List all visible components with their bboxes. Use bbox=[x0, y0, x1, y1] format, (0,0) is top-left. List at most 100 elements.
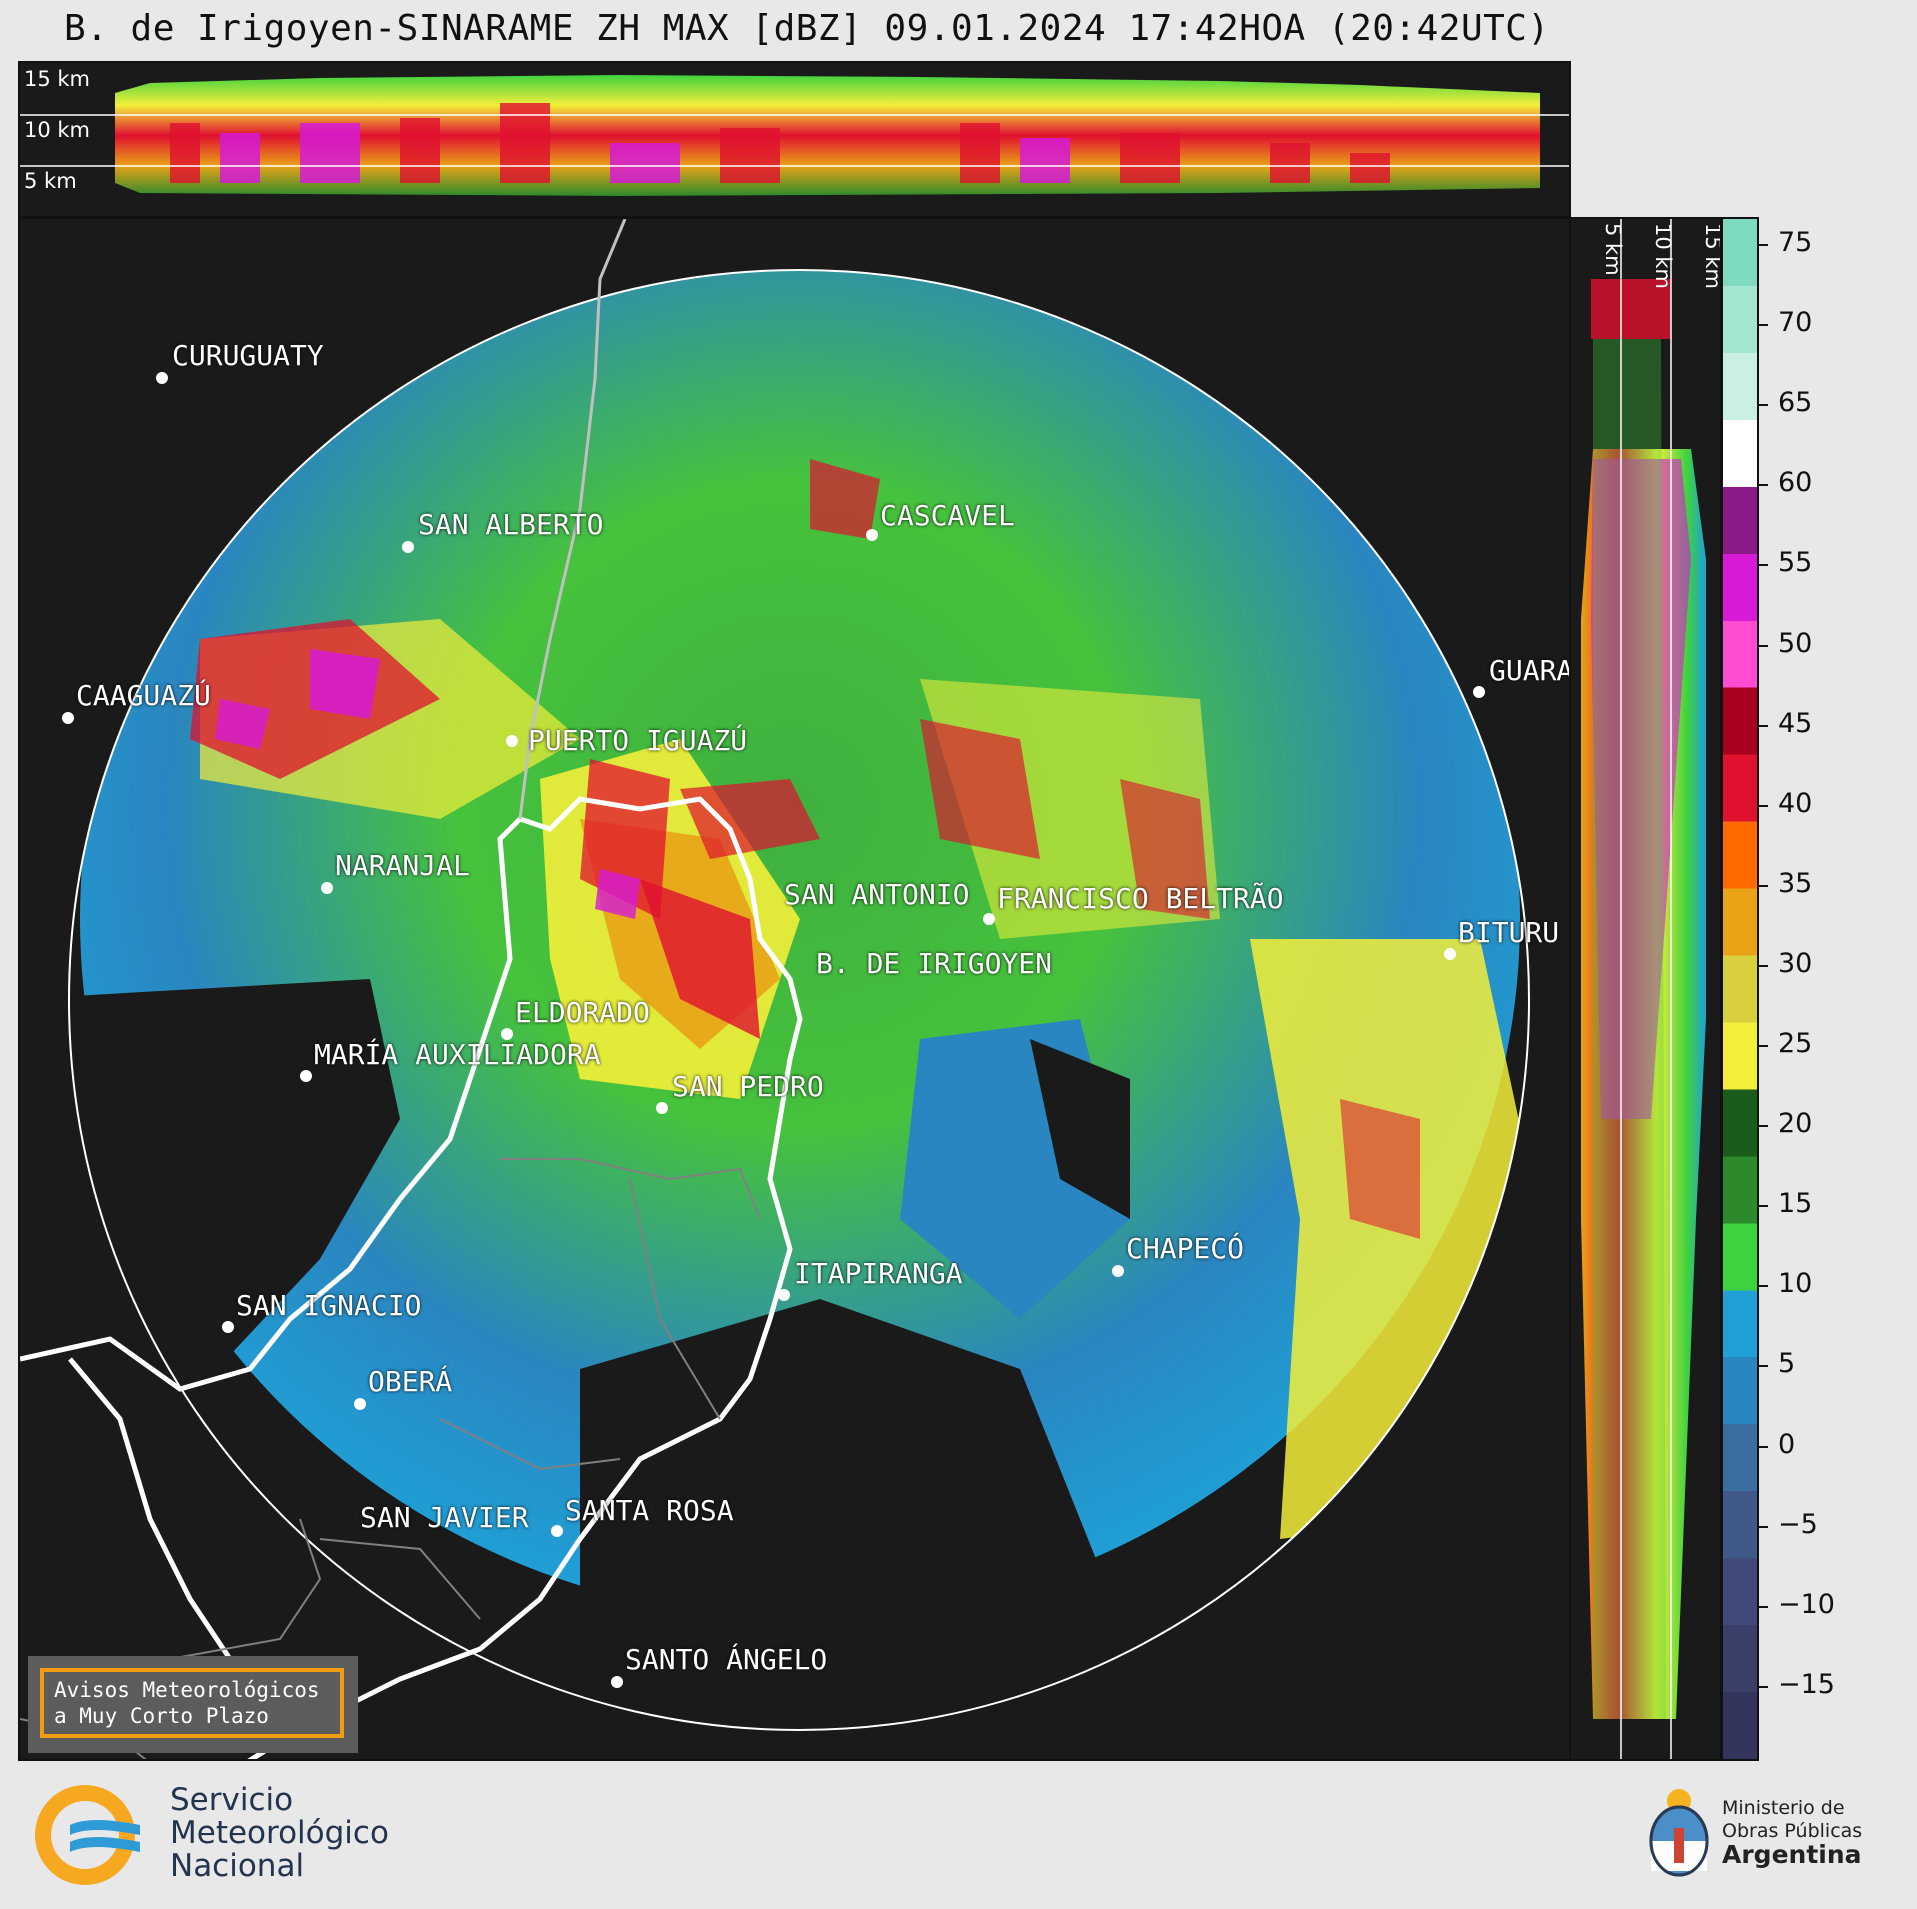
colorbar-tick-mark bbox=[1759, 644, 1768, 647]
city-marker bbox=[62, 712, 74, 724]
city-label-san-pedro: SAN PEDRO bbox=[672, 1070, 824, 1103]
side-profile-graphic bbox=[1581, 219, 1706, 1759]
colorbar-tick-label: 30 bbox=[1778, 947, 1813, 979]
top-height-profile: 15 km 10 km 5 km bbox=[18, 61, 1571, 218]
height-label-10km: 10 km bbox=[24, 118, 91, 142]
colorbar-tick-label: 25 bbox=[1778, 1028, 1813, 1059]
city-label-san-antonio: SAN ANTONIO bbox=[784, 878, 970, 911]
city-marker bbox=[983, 913, 995, 925]
colorbar-tick-mark bbox=[1759, 1285, 1768, 1288]
smn-line-1: Servicio bbox=[170, 1782, 294, 1818]
colorbar-tick-label: 45 bbox=[1778, 707, 1813, 739]
colorbar-tick-label: 75 bbox=[1778, 227, 1813, 258]
colorbar-tick-mark bbox=[1759, 1685, 1768, 1688]
alert-line-2: a Muy Corto Plazo bbox=[54, 1704, 269, 1728]
city-label-san-ignacio: SAN IGNACIO bbox=[236, 1289, 422, 1322]
side-height-label-5km: 5 km bbox=[1601, 223, 1625, 276]
city-marker bbox=[354, 1398, 366, 1410]
colorbar-tick-label: 5 bbox=[1778, 1348, 1796, 1380]
city-label-caaguazu: CAAGUAZÚ bbox=[76, 679, 211, 712]
city-label-santa-rosa: SANTA ROSA bbox=[565, 1494, 734, 1527]
city-label-guara: GUARA bbox=[1489, 654, 1571, 687]
city-label-eldorado: ELDORADO bbox=[515, 996, 650, 1029]
short-term-alerts-box[interactable]: Avisos Meteorológicos a Muy Corto Plazo bbox=[28, 1656, 358, 1753]
city-marker bbox=[1444, 948, 1456, 960]
smn-line-3: Nacional bbox=[170, 1848, 305, 1884]
city-label-cascavel: CASCAVEL bbox=[880, 499, 1015, 532]
colorbar-tick-mark bbox=[1759, 1125, 1768, 1128]
smn-line-2: Meteorológico bbox=[170, 1815, 389, 1851]
city-marker bbox=[501, 1028, 513, 1040]
city-marker bbox=[1112, 1265, 1124, 1277]
colorbar-tick-mark bbox=[1759, 1445, 1768, 1448]
alert-line-1: Avisos Meteorológicos bbox=[54, 1678, 320, 1702]
colorbar-tick-mark bbox=[1759, 964, 1768, 967]
top-profile-graphic bbox=[20, 75, 1569, 196]
colorbar-tick-label: 60 bbox=[1778, 467, 1813, 499]
colorbar-tick-label: 0 bbox=[1778, 1428, 1796, 1460]
radar-reflectivity-graphic bbox=[20, 219, 1530, 1759]
colorbar-tick-label: 50 bbox=[1778, 627, 1813, 659]
ministry-line-1: Ministerio de bbox=[1722, 1797, 1845, 1819]
colorbar-tick-mark bbox=[1759, 404, 1768, 407]
ministry-name: Ministerio de Obras Públicas Argentina bbox=[1722, 1797, 1863, 1869]
colorbar-tick-mark bbox=[1759, 804, 1768, 807]
city-marker bbox=[506, 735, 518, 747]
argentina-coat-of-arms-icon bbox=[1649, 1789, 1709, 1877]
city-label-itapiranga: ITAPIRANGA bbox=[794, 1257, 963, 1290]
colorbar-tick-label: −10 bbox=[1778, 1588, 1835, 1620]
colorbar-tick-mark bbox=[1759, 1525, 1768, 1528]
colorbar-tick-mark bbox=[1759, 1605, 1768, 1608]
colorbar-tick-mark bbox=[1759, 1205, 1768, 1208]
smn-logo-icon bbox=[35, 1785, 140, 1885]
colorbar-tick-label: 65 bbox=[1778, 387, 1813, 419]
side-height-label-10km: 10 km bbox=[1651, 223, 1675, 290]
colorbar-tick-label: 35 bbox=[1778, 867, 1813, 899]
city-label-santo-angelo: SANTO ÁNGELO bbox=[625, 1643, 828, 1676]
ministry-line-3: Argentina bbox=[1722, 1840, 1862, 1869]
side-height-label-15km: 15 km bbox=[1701, 223, 1722, 290]
city-marker bbox=[611, 1676, 623, 1688]
alerts-link[interactable]: Avisos Meteorológicos a Muy Corto Plazo bbox=[40, 1668, 344, 1738]
colorbar-tick-mark bbox=[1759, 724, 1768, 727]
height-label-15km: 15 km bbox=[24, 67, 91, 91]
city-marker bbox=[656, 1102, 668, 1114]
colorbar-tick-label: −5 bbox=[1778, 1508, 1818, 1540]
city-label-obera: OBERÁ bbox=[368, 1365, 453, 1398]
map-title: B. de Irigoyen-SINARAME ZH MAX [dBZ] 09.… bbox=[64, 8, 1550, 49]
city-marker bbox=[300, 1070, 312, 1082]
city-label-francisco-beltrao: FRANCISCO BELTRÃO bbox=[997, 882, 1284, 915]
colorbar-tick-label: 55 bbox=[1778, 547, 1813, 579]
city-marker bbox=[156, 372, 168, 384]
city-label-b-de-irigoyen: B. DE IRIGOYEN bbox=[816, 947, 1053, 980]
colorbar-tick-label: 10 bbox=[1778, 1268, 1813, 1300]
colorbar-tick-mark bbox=[1759, 1045, 1768, 1047]
city-label-puerto-iguazu: PUERTO IGUAZÚ bbox=[528, 724, 748, 757]
colorbar-tick-label: 40 bbox=[1778, 787, 1813, 819]
city-label-bituru: BITURU bbox=[1458, 916, 1560, 949]
city-marker bbox=[402, 541, 414, 553]
radar-map: CURUGUATY SAN ALBERTO CASCAVEL CAAGUAZÚ … bbox=[18, 217, 1571, 1761]
city-marker bbox=[321, 882, 333, 894]
colorbar-tick-mark bbox=[1759, 564, 1768, 567]
colorbar-tick-label: 70 bbox=[1778, 307, 1813, 339]
colorbar-tick-label: 15 bbox=[1778, 1188, 1813, 1220]
city-label-san-alberto: SAN ALBERTO bbox=[418, 508, 604, 541]
city-label-curuguaty: CURUGUATY bbox=[172, 339, 324, 372]
colorbar-tick-label: −15 bbox=[1778, 1668, 1835, 1700]
side-height-profile: 5 km 10 km 15 km bbox=[1569, 217, 1722, 1761]
city-label-naranjal: NARANJAL bbox=[335, 849, 470, 882]
height-label-5km: 5 km bbox=[24, 169, 77, 193]
colorbar-tick-mark bbox=[1759, 484, 1768, 487]
city-label-san-javier: SAN JAVIER bbox=[360, 1501, 529, 1534]
city-marker bbox=[1473, 686, 1485, 698]
colorbar-tick-mark bbox=[1759, 1365, 1768, 1368]
ministry-line-2: Obras Públicas bbox=[1722, 1820, 1863, 1842]
colorbar-tick-mark bbox=[1759, 244, 1768, 246]
colorbar-tick-mark bbox=[1759, 324, 1768, 327]
city-label-chapeco: CHAPECÓ bbox=[1126, 1232, 1245, 1265]
colorbar-tick-mark bbox=[1759, 884, 1768, 887]
city-marker bbox=[866, 529, 878, 541]
colorbar-tick-label: 20 bbox=[1778, 1108, 1813, 1140]
smn-name: Servicio Meteorológico Nacional bbox=[170, 1784, 389, 1883]
